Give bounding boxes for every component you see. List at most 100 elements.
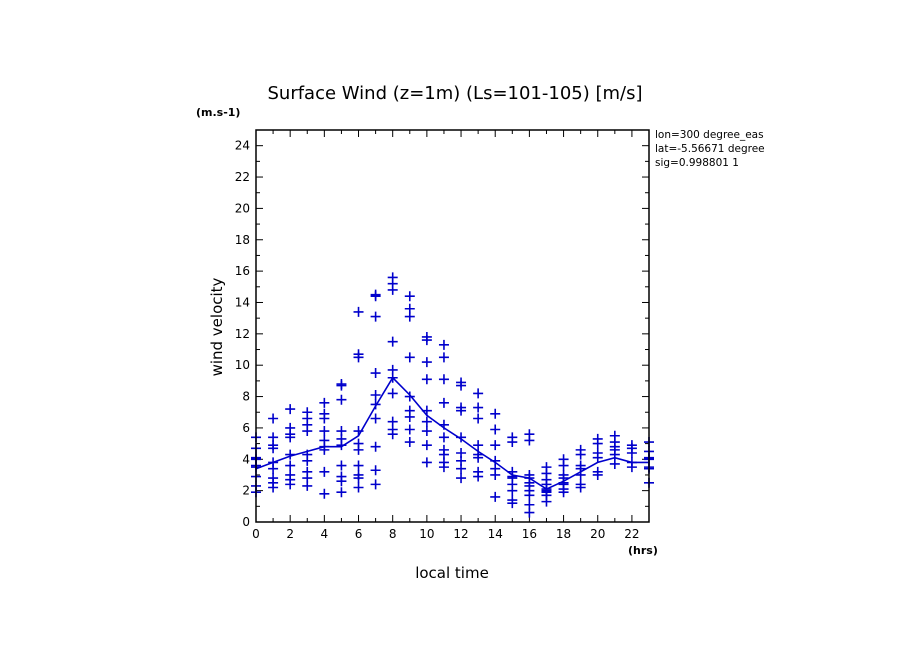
data-point-marker bbox=[421, 357, 432, 368]
info-longitude: lon=300 degree_eas bbox=[655, 129, 764, 141]
data-point-marker bbox=[456, 463, 467, 474]
y-tick-label: 20 bbox=[235, 201, 250, 215]
data-point-marker bbox=[404, 291, 415, 302]
info-latitude: lat=-5.56671 degree bbox=[655, 143, 765, 155]
data-point-marker bbox=[370, 413, 381, 424]
data-point-marker bbox=[319, 444, 330, 455]
data-point-marker bbox=[438, 374, 449, 385]
y-tick-label: 12 bbox=[235, 327, 250, 341]
data-point-marker bbox=[575, 469, 586, 480]
data-point-marker bbox=[285, 449, 296, 460]
data-point-marker bbox=[336, 380, 347, 391]
x-tick-label: 18 bbox=[556, 527, 571, 541]
y-tick-label: 16 bbox=[235, 264, 250, 278]
data-point-marker bbox=[541, 496, 552, 507]
x-tick-label: 22 bbox=[624, 527, 639, 541]
y-tick-label: 18 bbox=[235, 233, 250, 247]
data-point-marker bbox=[473, 471, 484, 482]
data-point-marker bbox=[319, 426, 330, 437]
data-point-marker bbox=[336, 440, 347, 451]
y-tick-label: 8 bbox=[242, 390, 250, 404]
data-point-marker bbox=[319, 413, 330, 424]
x-tick-label: 6 bbox=[355, 527, 363, 541]
data-point-marker bbox=[370, 368, 381, 379]
data-point-marker bbox=[336, 460, 347, 471]
data-point-marker bbox=[285, 404, 296, 415]
data-point-marker bbox=[626, 462, 637, 473]
data-point-marker bbox=[438, 462, 449, 473]
data-point-marker bbox=[438, 397, 449, 408]
data-point-marker bbox=[558, 460, 569, 471]
y-tick-label: 14 bbox=[235, 295, 250, 309]
data-point-marker bbox=[370, 311, 381, 322]
data-point-marker bbox=[404, 424, 415, 435]
data-point-marker bbox=[456, 473, 467, 484]
data-point-marker bbox=[438, 432, 449, 443]
data-point-marker bbox=[353, 444, 364, 455]
data-point-marker bbox=[456, 405, 467, 416]
y-tick-label: 22 bbox=[235, 170, 250, 184]
x-unit-label: (hrs) bbox=[628, 544, 658, 557]
data-point-marker bbox=[490, 469, 501, 480]
x-tick-label: 14 bbox=[488, 527, 503, 541]
data-point-marker bbox=[370, 399, 381, 410]
data-point-marker bbox=[353, 460, 364, 471]
y-tick-label: 4 bbox=[242, 452, 250, 466]
data-point-marker bbox=[592, 438, 603, 449]
data-point-marker bbox=[285, 479, 296, 490]
data-point-marker bbox=[268, 482, 279, 493]
data-point-marker bbox=[473, 440, 484, 451]
mean-series bbox=[255, 376, 649, 491]
data-point-marker bbox=[404, 391, 415, 402]
data-point-marker bbox=[473, 388, 484, 399]
data-point-marker bbox=[336, 394, 347, 405]
data-point-marker bbox=[319, 466, 330, 477]
data-point-marker bbox=[490, 408, 501, 419]
x-tick-label: 4 bbox=[321, 527, 329, 541]
x-tick-label: 16 bbox=[522, 527, 537, 541]
data-point-marker bbox=[353, 306, 364, 317]
data-point-marker bbox=[404, 352, 415, 363]
data-point-marker bbox=[421, 440, 432, 451]
data-point-marker bbox=[626, 448, 637, 459]
data-point-marker bbox=[421, 416, 432, 427]
x-tick-label: 12 bbox=[453, 527, 468, 541]
data-point-marker bbox=[473, 402, 484, 413]
data-point-marker bbox=[268, 413, 279, 424]
x-tick-label: 10 bbox=[419, 527, 434, 541]
y-tick-label: 2 bbox=[242, 484, 250, 498]
y-tick-label: 6 bbox=[242, 421, 250, 435]
data-point-marker bbox=[387, 388, 398, 399]
data-point-marker bbox=[421, 426, 432, 437]
data-point-marker bbox=[404, 437, 415, 448]
data-point-marker bbox=[438, 419, 449, 430]
data-point-marker bbox=[285, 432, 296, 443]
plot-frame bbox=[255, 129, 650, 523]
data-point-marker bbox=[507, 498, 518, 509]
data-point-marker bbox=[592, 452, 603, 463]
data-point-marker bbox=[370, 389, 381, 400]
data-point-marker bbox=[353, 426, 364, 437]
x-tick-label: 20 bbox=[590, 527, 605, 541]
x-tick-label: 2 bbox=[286, 527, 294, 541]
data-point-marker bbox=[490, 440, 501, 451]
data-point-marker bbox=[575, 449, 586, 460]
data-point-marker bbox=[473, 413, 484, 424]
data-point-marker bbox=[404, 411, 415, 422]
data-point-marker bbox=[302, 480, 313, 491]
y-unit-label: (m.s-1) bbox=[196, 106, 240, 119]
data-point-marker bbox=[285, 460, 296, 471]
y-tick-label: 24 bbox=[235, 139, 250, 153]
data-point-marker bbox=[592, 469, 603, 480]
data-point-marker bbox=[268, 463, 279, 474]
y-tick-label: 0 bbox=[242, 515, 250, 529]
data-point-marker bbox=[336, 487, 347, 498]
data-point-marker bbox=[456, 432, 467, 443]
data-point-marker bbox=[421, 335, 432, 346]
x-tick-label: 0 bbox=[252, 527, 260, 541]
data-point-marker bbox=[456, 380, 467, 391]
y-axis-label: wind velocity bbox=[208, 277, 226, 376]
data-point-marker bbox=[507, 485, 518, 496]
data-point-marker bbox=[353, 482, 364, 493]
